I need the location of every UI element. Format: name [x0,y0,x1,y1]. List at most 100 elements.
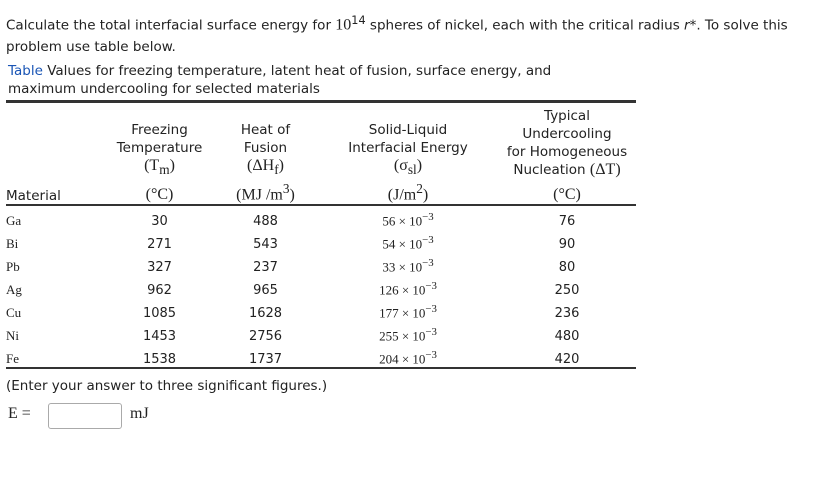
unit-cell: Material [6,179,106,207]
unit-cell: (MJ /m3) [213,179,318,207]
unit-cell: (°C) [498,179,636,207]
text: 33 × 10 [382,259,423,275]
subscript: m [159,162,170,177]
cell: 420 [554,352,580,368]
header-line: Typical [544,108,590,124]
row: Pb 327 237 33 × 10−3 80 [6,252,636,275]
text: spheres of nickel, each with the critica… [365,17,685,34]
cell: Cu [6,305,22,321]
header-line: Temperature [116,139,203,156]
superscript: −3 [425,280,437,292]
cell: 80 [558,260,576,276]
header-line: Freezing [131,121,188,138]
superscript: −3 [425,326,437,338]
superscript: −3 [422,234,434,246]
row: Ga 30 488 56 × 10−3 76 [6,205,636,229]
cell: 1453 [142,329,177,345]
power-base: 10 [335,16,352,34]
cell: 1085 [142,306,177,322]
text: ) [169,156,175,174]
symbol: (Tm) [106,157,213,179]
cell: 255 × 10−3 [318,321,498,344]
unit: (°C) [553,186,581,204]
text: 177 × 10 [379,305,426,321]
cell: 54 × 10−3 [318,229,498,252]
cell: Ni [6,328,19,344]
superscript: −3 [425,349,437,361]
cell: 488 [253,214,278,230]
header-row: Freezing Temperature (Tm) Heat of Fusion (ΔHf… [6,102,636,180]
row: Cu 1085 1628 177 × 10−3 236 [6,298,636,321]
cell: 237 [253,260,278,276]
subscript: f [274,162,279,177]
superscript: −3 [425,303,437,315]
header-cell: Freezing Temperature (Tm) [106,102,213,180]
cell: 204 × 10−3 [318,344,498,368]
text: ) [289,186,295,204]
text: (ΔH [247,156,275,174]
header-line: Nucleation (ΔT) [513,161,621,178]
text: (°C) [553,186,581,204]
row: Ag 962 965 126 × 10−3 250 [6,275,636,298]
cell: 126 × 10−3 [318,275,498,298]
superscript: 2 [416,181,423,196]
answer-label: E = [8,405,31,422]
cell: 1737 [248,352,283,368]
instruction: (Enter your answer to three significant … [6,378,328,394]
unit-cell: (°C) [106,179,213,207]
subscript: sl [407,162,417,177]
unit-cell: (J/m2) [318,179,498,207]
text: 126 × 10 [379,282,426,298]
cell: 1628 [248,306,283,322]
text: (J/m [387,186,417,204]
cell: 76 [558,214,576,230]
symbol: r* [684,17,697,34]
header-cell: Solid-Liquid Interfacial Energy (σsl) [318,102,498,180]
cell: 33 × 10−3 [318,252,498,275]
cell: 1538 [142,352,177,368]
text: 56 × 10 [382,213,423,229]
caption-text: Values for freezing temperature, latent … [8,63,552,97]
text: ) [422,186,429,204]
power-exponent: 14 [351,14,366,27]
cell: 543 [253,237,278,253]
cell: 56 × 10−3 [318,205,498,229]
answer-input[interactable] [48,403,122,429]
unit: (°C) [146,186,174,204]
cell: 30 [151,214,168,230]
header-line: Solid-Liquid [368,121,448,138]
row: Bi 271 543 54 × 10−3 90 [6,229,636,252]
cell: 177 × 10−3 [318,298,498,321]
header-line: Heat of [240,121,291,138]
unit: (MJ /m3) [236,181,295,204]
superscript: 3 [282,181,290,196]
header-line: Interfacial Energy [348,139,468,156]
superscript: −3 [422,211,434,223]
superscript: −3 [422,257,434,269]
cell: Bi [6,236,19,252]
symbol: (σsl) [318,157,498,179]
cell: Pb [6,259,20,275]
cell: 250 [554,283,580,299]
cell: Ga [6,213,22,229]
text: ) [416,156,423,174]
unit-row: Material (°C) (MJ /m3) (J/m2) (°C) [6,179,636,207]
header-cell [6,102,106,180]
cell: Ag [6,282,22,298]
question: Calculate the total interfacial surface … [6,10,811,58]
row: Fe 1538 1737 204 × 10−3 420 [6,344,636,368]
header-cell: Typical Undercooling for Homogeneous Nuclea… [498,102,636,180]
text: (ΔT) [589,161,621,178]
table: Freezing Temperature (Tm) Heat of Fusion (ΔHf… [6,100,636,370]
text: (MJ /m [236,186,283,204]
text: 255 × 10 [379,328,426,344]
header-cell: Heat of Fusion (ΔHf) [213,102,318,180]
unit: (J/m2) [388,181,428,204]
text: (σ [393,156,408,174]
symbol: (ΔHf) [213,157,318,179]
header-line: Undercooling [522,126,612,142]
text: (°C) [145,186,174,204]
answer-unit: mJ [130,405,149,422]
header-line: for Homogeneous [506,144,628,160]
cell: 236 [554,306,580,322]
